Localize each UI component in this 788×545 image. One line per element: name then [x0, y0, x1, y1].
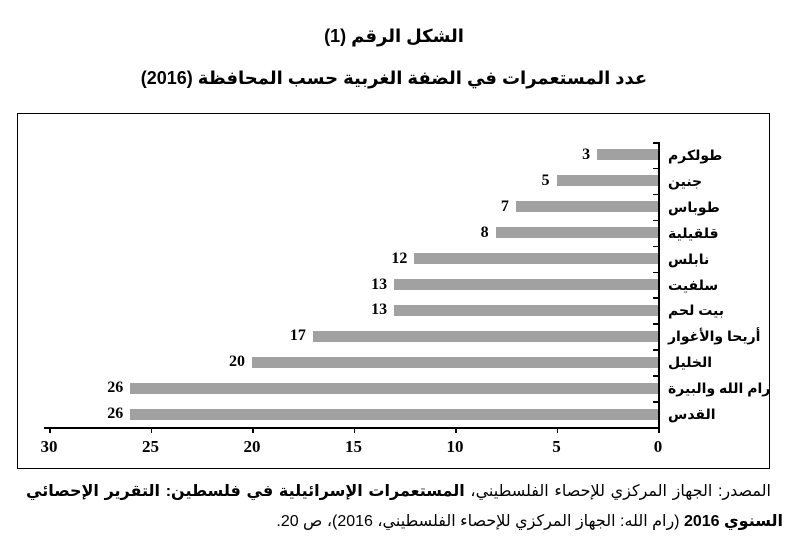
bar-0 [597, 149, 658, 161]
category-tick-6 [653, 297, 658, 299]
category-tick-2 [653, 193, 658, 196]
source-suffix: (رام الله: الجهاز المركزي للإحصاء الفلسط… [276, 513, 680, 530]
value-label-4: 12 [391, 249, 408, 267]
value-label-7: 17 [289, 327, 306, 345]
category-label-7: أريحا والأغوار [668, 328, 761, 345]
chart-area: 3 طولكرم 5 جنين 7 طوباس 8 قلقيلية 12 نابلس 13 سلفيت… [17, 113, 770, 469]
x-tick-label-3: 15 [345, 437, 362, 456]
x-tick-3 [353, 427, 355, 433]
x-tick-2 [252, 427, 254, 433]
category-axis-line [658, 142, 660, 429]
x-tick-label-0: 30 [40, 437, 58, 456]
x-tick-1 [150, 427, 152, 433]
bar-4 [414, 253, 658, 265]
category-tick-7 [653, 323, 658, 325]
source-prefix: المصدر: الجهاز المركزي للإحصاء الفلسطيني… [464, 483, 771, 500]
bar-1 [556, 175, 658, 187]
value-label-9: 26 [107, 379, 124, 397]
value-label-8: 20 [229, 353, 245, 371]
category-label-2: طوباس [668, 198, 720, 215]
value-label-6: 13 [371, 301, 388, 319]
category-tick-8 [653, 349, 658, 351]
bar-5 [394, 279, 658, 290]
category-tick-0 [653, 142, 658, 144]
figure-subtitle: عدد المستعمرات في الضفة الغربية حسب المح… [140, 68, 648, 88]
category-tick-1 [653, 167, 658, 170]
x-tick-label-1: 25 [142, 437, 159, 456]
plot-area: 3 طولكرم 5 جنين 7 طوباس 8 قلقيلية 12 نابلس 13 سلفيت… [18, 114, 771, 468]
category-label-6: بيت لحم [668, 302, 725, 319]
source-note: المصدر: الجهاز المركزي للإحصاء الفلسطيني… [26, 477, 783, 537]
bar-9 [130, 382, 658, 394]
category-label-4: نابلس [668, 250, 710, 267]
bar-8 [252, 356, 658, 368]
category-tick-10 [653, 401, 658, 403]
x-tick-4 [455, 427, 457, 433]
x-tick-5 [556, 427, 558, 433]
value-label-5: 13 [371, 275, 388, 293]
bar-6 [394, 304, 658, 316]
category-tick-3 [653, 219, 658, 222]
x-tick-label-2: 20 [243, 437, 261, 456]
value-label-0: 3 [582, 145, 591, 163]
category-label-1: جنين [668, 172, 703, 189]
bar-3 [495, 227, 658, 239]
x-tick-label-6: 0 [653, 437, 663, 456]
category-label-5: سلفيت [668, 276, 719, 293]
source-book-title: المستعمرات الإسرائيلية في فلسطين: التقري… [26, 483, 783, 530]
figure-number-title: الشكل الرقم (1) [324, 26, 464, 46]
x-tick-label-4: 10 [446, 437, 464, 456]
category-tick-9 [653, 375, 658, 377]
category-label-3: قلقيلية [668, 224, 719, 241]
category-tick-4 [653, 245, 658, 248]
value-label-2: 7 [500, 197, 509, 215]
value-axis-line [44, 427, 660, 429]
x-tick-6 [658, 427, 660, 433]
value-label-10: 26 [107, 405, 124, 423]
value-label-3: 8 [480, 223, 489, 241]
category-label-8: الخليل [668, 354, 713, 371]
x-tick-label-5: 5 [552, 437, 561, 456]
category-label-9: رام الله والبيرة [668, 380, 771, 397]
value-label-1: 5 [541, 171, 550, 189]
category-tick-5 [653, 271, 658, 274]
bar-2 [515, 201, 658, 213]
bar-7 [312, 330, 658, 342]
category-label-0: طولكرم [668, 146, 723, 163]
category-label-10: القدس [668, 406, 716, 423]
bar-10 [130, 408, 658, 420]
x-tick-0 [49, 427, 51, 433]
